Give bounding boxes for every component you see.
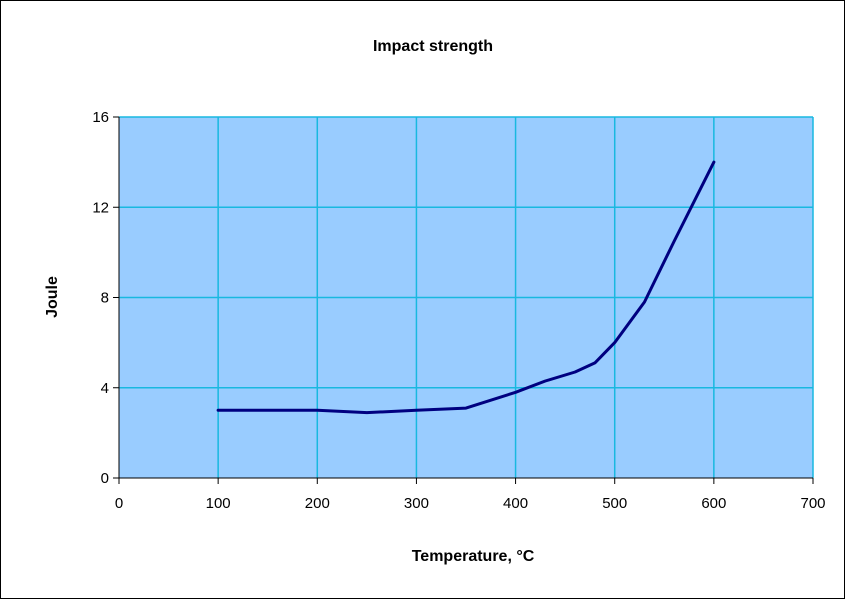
y-tick-label: 8 — [101, 290, 109, 307]
y-tick-label: 0 — [101, 470, 109, 487]
x-tick-label: 100 — [206, 495, 231, 512]
x-tick-label: 200 — [305, 495, 330, 512]
series-line — [216, 160, 716, 415]
x-axis-title: Temperature, °C — [412, 548, 535, 565]
y-tick-label: 4 — [101, 380, 109, 397]
y-tick-label: 12 — [92, 199, 109, 216]
chart-title: Impact strength — [373, 38, 493, 55]
x-tick-label: 300 — [404, 495, 429, 512]
grid-lines — [119, 116, 814, 478]
axes — [113, 116, 814, 484]
x-tick-label: 400 — [503, 495, 528, 512]
x-tick-label: 600 — [701, 495, 726, 512]
tick-labels: 0 100 200 300 400 500 600 700 0 4 8 12 16 — [92, 109, 825, 512]
y-axis-title: Joule — [44, 276, 61, 318]
series-layer — [216, 160, 716, 415]
y-tick-label: 16 — [92, 109, 109, 126]
x-tick-label: 0 — [115, 495, 123, 512]
x-tick-label: 700 — [800, 495, 825, 512]
x-tick-label: 500 — [602, 495, 627, 512]
